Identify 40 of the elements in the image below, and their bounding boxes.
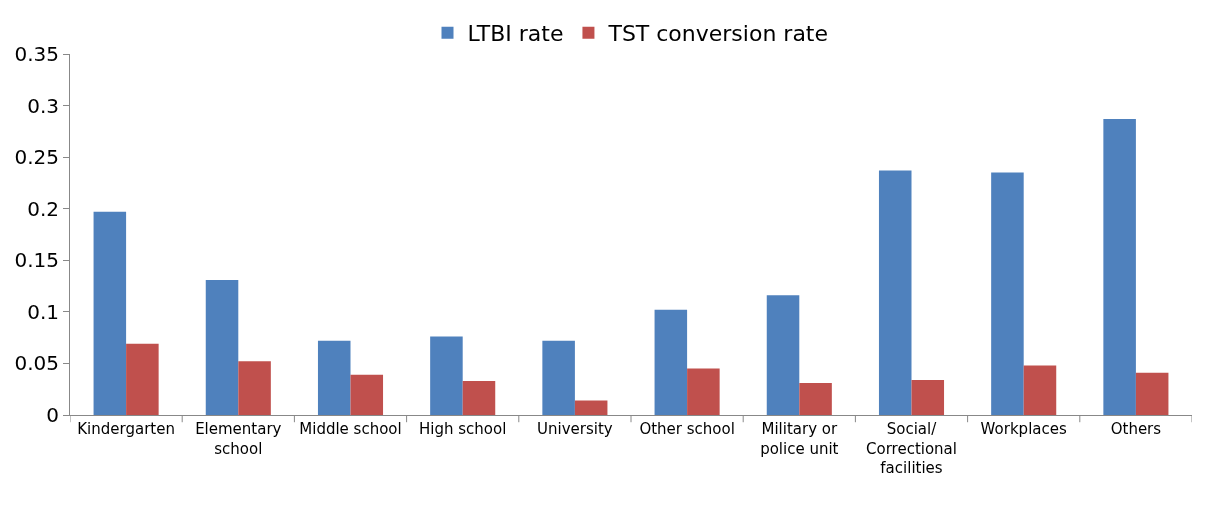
bar: [991, 172, 1024, 415]
y-tick-label: 0.15: [14, 248, 59, 273]
y-tick-label: 0.2: [27, 196, 59, 221]
bar: [238, 361, 271, 415]
bar: [878, 170, 912, 415]
y-tick-label: 0.35: [14, 42, 59, 66]
bar: [462, 380, 496, 415]
bar: [1135, 372, 1169, 415]
bar: [574, 400, 608, 415]
bar: [317, 340, 351, 415]
bar: [350, 374, 384, 415]
bar: [799, 383, 832, 415]
bar: [911, 379, 945, 415]
x-tick-label: University: [537, 420, 613, 438]
bar: [430, 336, 463, 415]
bar: [1103, 118, 1136, 415]
bar: [654, 309, 688, 415]
x-tick-label: Kindergarten: [77, 420, 175, 438]
legend-label: TST conversion rate: [607, 21, 829, 47]
bar: [542, 340, 575, 415]
bar: [687, 368, 720, 415]
bar: [205, 279, 239, 415]
x-tick-label: Social/ Correctional facilities: [866, 420, 957, 477]
x-tick-label: Middle school: [299, 420, 402, 438]
x-tick-label: Military or police unit: [760, 420, 839, 458]
x-tick-label: Workplaces: [980, 420, 1067, 438]
bar: [126, 343, 159, 415]
x-tick-label: Other school: [639, 420, 735, 438]
bar: [766, 295, 800, 415]
y-tick-label: 0.25: [14, 145, 59, 170]
x-tick-label: Elementary school: [195, 420, 282, 458]
y-tick-label: 0.3: [27, 93, 59, 118]
y-tick-label: 0.05: [14, 351, 59, 376]
x-tick-label: Others: [1110, 420, 1162, 438]
bar: [93, 211, 127, 415]
x-tick-label: High school: [419, 420, 507, 438]
y-tick-label: 0: [46, 403, 59, 427]
bar: [1023, 365, 1057, 415]
legend-label: LTBI rate: [467, 21, 564, 47]
y-tick-label: 0.1: [27, 299, 59, 324]
